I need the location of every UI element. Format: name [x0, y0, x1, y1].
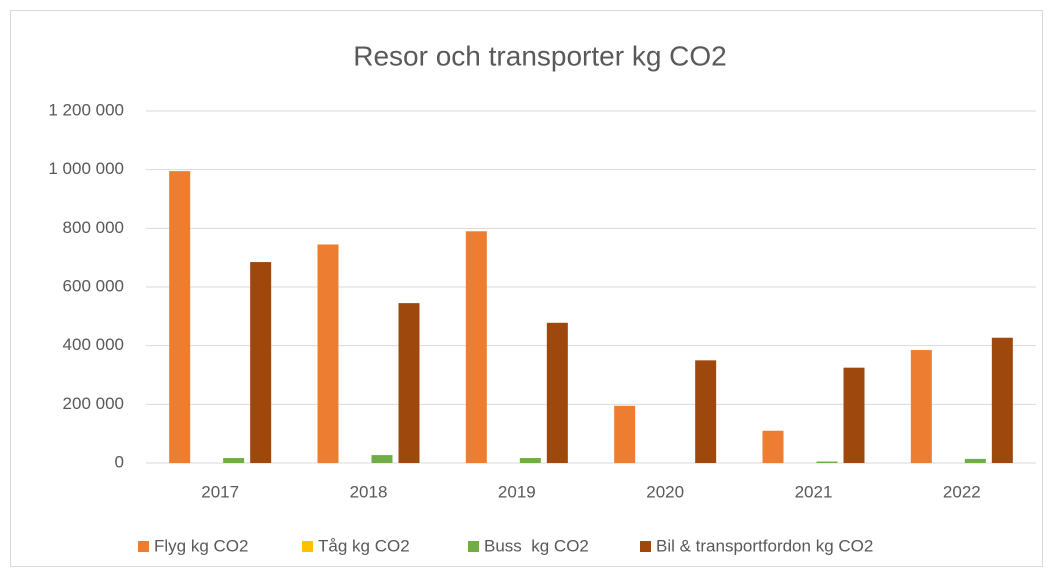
y-tick-label: 800 000 [63, 218, 124, 237]
y-tick-label: 0 [115, 452, 124, 471]
bar [910, 350, 932, 463]
legend-label: Buss kg CO2 [484, 536, 589, 555]
x-tick-label: 2017 [201, 482, 239, 501]
legend-swatch [302, 541, 313, 552]
y-tick-label: 1 000 000 [48, 159, 124, 178]
bar [964, 458, 986, 463]
bar [991, 337, 1013, 463]
x-tick-label: 2019 [498, 482, 536, 501]
bar [317, 244, 339, 463]
bar [762, 430, 784, 463]
bar [223, 458, 245, 463]
bar [250, 262, 272, 463]
bar [169, 171, 191, 463]
x-tick-label: 2022 [943, 482, 981, 501]
bar [546, 322, 568, 463]
legend-swatch [640, 541, 651, 552]
bar [519, 458, 541, 463]
x-tick-label: 2018 [350, 482, 388, 501]
legend-label: Flyg kg CO2 [154, 536, 248, 555]
bar [843, 367, 865, 463]
bar [614, 405, 636, 463]
y-tick-label: 400 000 [63, 335, 124, 354]
y-tick-label: 200 000 [63, 394, 124, 413]
x-tick-label: 2020 [646, 482, 684, 501]
bar [371, 455, 393, 463]
legend-label: Tåg kg CO2 [318, 536, 410, 555]
bar [816, 461, 838, 463]
bar [465, 231, 487, 463]
y-tick-label: 1 200 000 [48, 100, 124, 119]
legend-swatch [138, 541, 149, 552]
legend-label: Bil & transportfordon kg CO2 [656, 536, 873, 555]
bar [398, 303, 420, 463]
bar [695, 360, 717, 463]
x-tick-label: 2021 [795, 482, 833, 501]
chart-title: Resor och transporter kg CO2 [353, 40, 727, 71]
legend-swatch [468, 541, 479, 552]
y-tick-label: 600 000 [63, 276, 124, 295]
